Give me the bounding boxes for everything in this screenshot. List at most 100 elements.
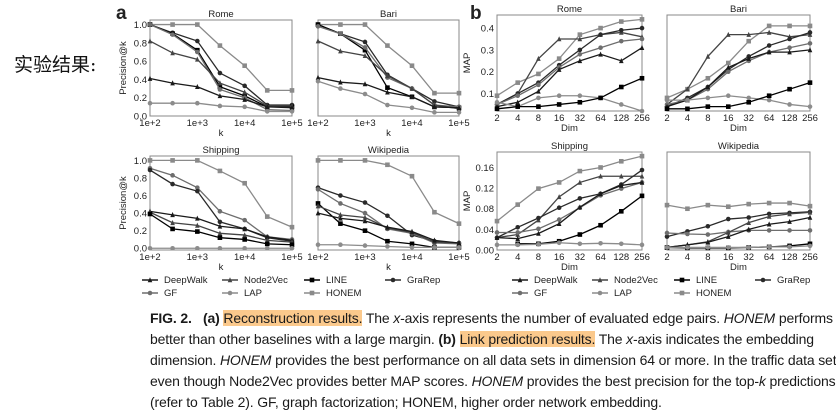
data-point <box>195 158 200 163</box>
series-line <box>666 216 811 249</box>
legend-item-honem: HONEM <box>304 288 361 299</box>
x-tick-label: 128 <box>782 252 798 263</box>
data-point <box>725 31 731 37</box>
y-tick-label: 0.8 <box>134 173 147 184</box>
data-point <box>170 226 175 232</box>
plot-frame <box>496 151 643 251</box>
data-point <box>217 219 223 225</box>
x-tick-label: 32 <box>743 113 754 124</box>
legend-marker <box>517 290 523 296</box>
data-point <box>556 180 562 185</box>
legend-label: Node2Vec <box>244 275 288 286</box>
series-line <box>496 18 643 97</box>
series-line <box>496 95 643 112</box>
x-tick-label: 128 <box>613 113 629 124</box>
data-point <box>217 103 223 109</box>
data-point <box>315 187 321 192</box>
series-node2vec <box>494 173 645 240</box>
data-point <box>362 22 368 27</box>
caption-text <box>192 310 203 326</box>
data-point <box>685 97 690 103</box>
data-point <box>598 240 603 246</box>
data-point <box>409 245 415 250</box>
data-point <box>536 71 541 77</box>
series-lap <box>315 78 462 115</box>
data-point <box>598 165 603 170</box>
legend-item-deepwalk: DeepWalk <box>142 275 208 286</box>
data-point <box>264 234 270 240</box>
chart-shipping-precision: Shipping k Precision@k 1e+2 1e+3 1e+4 1e+5 0.0 0… <box>118 145 303 273</box>
x-tick-label: 256 <box>634 113 650 124</box>
data-point <box>515 230 521 235</box>
x-tick-label: 32 <box>743 252 754 263</box>
data-point <box>577 99 583 105</box>
plot-frame <box>496 14 643 112</box>
y-tick-label: 0.1 <box>481 89 494 100</box>
data-point <box>456 110 462 115</box>
data-point <box>515 202 521 207</box>
data-point <box>147 22 153 27</box>
data-point <box>746 201 752 207</box>
caption-text: HONEM <box>219 352 272 368</box>
legend-item-node2vec: Node2Vec <box>222 275 288 286</box>
data-point <box>807 47 813 53</box>
data-point <box>536 82 541 88</box>
caption-text: HONEM <box>723 310 776 326</box>
data-point <box>170 173 175 178</box>
data-point <box>685 206 690 212</box>
data-point <box>685 231 690 237</box>
y-tick-label: 0.0 <box>134 112 147 123</box>
data-point <box>577 196 583 201</box>
data-point <box>432 90 437 96</box>
data-point <box>432 209 437 215</box>
y-tick-label: 0.4 <box>134 209 147 220</box>
data-point <box>787 244 792 250</box>
data-point <box>577 168 583 174</box>
caption-text: better than other baselines with a large… <box>150 331 439 347</box>
data-point <box>494 106 500 112</box>
data-point <box>147 245 153 251</box>
data-point <box>664 97 670 103</box>
data-point <box>409 63 415 69</box>
data-point <box>195 185 200 190</box>
legend-item-deepwalk: DeepWalk <box>512 275 578 286</box>
data-point <box>338 201 343 206</box>
series-line <box>667 95 811 108</box>
y-tick-label: 0.8 <box>134 38 147 49</box>
series-line <box>496 169 643 239</box>
data-point <box>170 219 175 226</box>
data-point <box>556 205 562 211</box>
data-point <box>385 72 390 79</box>
x-tick-label: 128 <box>613 252 629 263</box>
data-point <box>242 96 247 102</box>
data-point <box>217 223 223 229</box>
legend-label: HONEM <box>696 288 731 299</box>
data-point <box>598 173 603 179</box>
data-point <box>787 228 792 233</box>
legend-label: LAP <box>244 288 262 299</box>
data-point <box>242 245 247 251</box>
x-tick-label: 1e+4 <box>234 252 255 263</box>
series-line <box>667 245 811 249</box>
data-point <box>217 70 223 76</box>
data-point <box>598 51 603 57</box>
data-point <box>807 209 813 215</box>
plot-frame <box>149 19 293 117</box>
legend-marker <box>147 277 153 283</box>
legend-marker <box>597 277 603 283</box>
data-point <box>556 217 562 222</box>
data-point <box>217 245 223 251</box>
series-line <box>497 242 643 246</box>
chart-title: Shipping <box>551 141 588 152</box>
data-point <box>725 233 731 239</box>
data-point <box>385 244 390 249</box>
data-point <box>338 79 343 85</box>
series-line <box>496 27 643 106</box>
data-point <box>195 188 200 194</box>
data-point <box>618 19 624 24</box>
data-point <box>787 211 792 217</box>
x-tick-label: 16 <box>554 113 565 124</box>
data-point <box>409 173 415 179</box>
data-point <box>338 212 343 218</box>
data-point <box>242 226 247 232</box>
